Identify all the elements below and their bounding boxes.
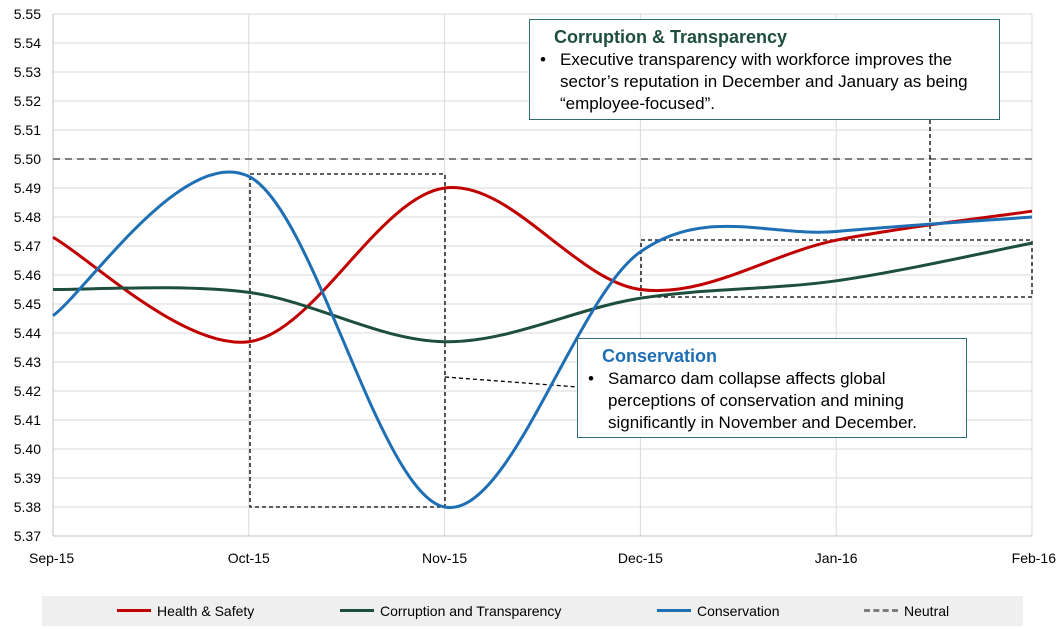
legend-swatch <box>340 608 374 612</box>
y-tick-label: 5.53 <box>14 64 41 80</box>
x-tick-label: Nov-15 <box>422 550 467 566</box>
y-tick-label: 5.40 <box>14 441 41 457</box>
series-line-health-safety <box>52 186 1033 344</box>
x-tick-label: Dec-15 <box>618 550 663 566</box>
y-tick-label: 5.47 <box>14 238 41 254</box>
legend-swatch <box>657 608 691 612</box>
x-tick-label: Jan-16 <box>815 550 858 566</box>
series-lines <box>52 170 1033 509</box>
y-tick-label: 5.46 <box>14 267 41 283</box>
x-axis-ticks: Sep-15 Oct-15 Nov-15 Dec-15 Jan-16 Feb-16 <box>29 550 1056 566</box>
corruption-callout-title: Corruption & Transparency <box>554 27 788 47</box>
y-tick-label: 5.48 <box>14 209 41 225</box>
y-tick-label: 5.45 <box>14 296 41 312</box>
y-tick-label: 5.51 <box>14 122 41 138</box>
conservation-connector <box>444 376 579 388</box>
y-tick-label: 5.44 <box>14 325 41 341</box>
y-tick-label: 5.52 <box>14 93 41 109</box>
y-tick-label: 5.37 <box>14 528 41 544</box>
legend-label: Conservation <box>697 603 780 619</box>
y-tick-label: 5.54 <box>14 35 41 51</box>
legend-item-conservation: Conservation <box>657 603 780 619</box>
oct-nov-highlight-box <box>249 173 446 508</box>
legend: Health & Safety Corruption and Transpare… <box>42 596 1023 626</box>
series-line-conservation <box>52 170 1033 509</box>
x-tick-label: Feb-16 <box>1012 550 1057 566</box>
y-tick-label: 5.41 <box>14 412 41 428</box>
legend-swatch <box>117 608 151 612</box>
legend-swatch <box>864 608 898 612</box>
series-line-corruption-and-transparency <box>52 241 1033 344</box>
bullet-icon: • <box>588 369 594 388</box>
conservation-callout-bullet: • Samarco dam collapse affects global pe… <box>584 368 956 434</box>
conservation-callout-title: Conservation <box>602 346 718 366</box>
y-tick-label: 5.43 <box>14 354 41 370</box>
legend-item-corruption: Corruption and Transparency <box>340 603 561 619</box>
legend-label: Corruption and Transparency <box>380 603 562 619</box>
conservation-callout: Conservation • Samarco dam collapse affe… <box>577 338 967 438</box>
legend-label: Neutral <box>904 603 950 619</box>
y-tick-label: 5.55 <box>14 6 41 22</box>
y-tick-label: 5.49 <box>14 180 41 196</box>
legend-item-neutral: Neutral <box>864 603 949 619</box>
x-tick-label: Sep-15 <box>29 550 74 566</box>
conservation-callout-text: Samarco dam collapse affects global perc… <box>608 369 917 432</box>
legend-label: Health & Safety <box>157 603 255 619</box>
y-axis-ticks: 5.37 5.38 5.39 5.40 5.41 5.42 5.43 5.44 5.45 5.46… <box>14 6 41 544</box>
corruption-callout-bullet: • Executive transparency with workforce … <box>536 49 989 115</box>
x-tick-label: Oct-15 <box>228 550 270 566</box>
y-tick-label: 5.38 <box>14 499 41 515</box>
bullet-icon: • <box>540 50 546 69</box>
y-tick-label: 5.39 <box>14 470 41 486</box>
legend-item-health-safety: Health & Safety <box>117 603 254 619</box>
corruption-callout-text: Executive transparency with workforce im… <box>560 50 968 113</box>
corruption-callout: Corruption & Transparency • Executive tr… <box>529 19 1000 120</box>
y-tick-label: 5.42 <box>14 383 41 399</box>
y-tick-label: 5.50 <box>14 151 41 167</box>
